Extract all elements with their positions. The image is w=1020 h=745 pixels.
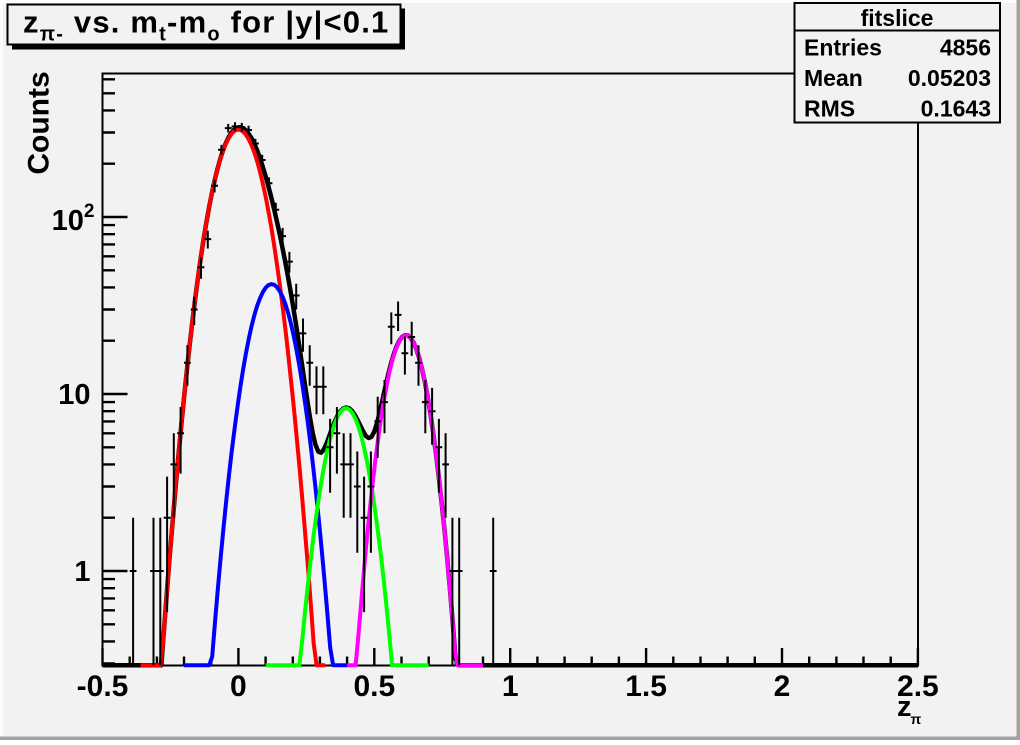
svg-text:Counts: Counts [23,71,56,174]
svg-text:Entries: Entries [804,35,882,61]
svg-text:zπ- vs. mt-mo for |y|<0.1: zπ- vs. mt-mo for |y|<0.1 [23,5,390,46]
svg-text:2.5: 2.5 [897,670,939,703]
svg-text:0.5: 0.5 [353,670,395,703]
svg-text:Mean: Mean [804,65,863,91]
svg-text:2: 2 [774,670,791,703]
svg-text:0.05203: 0.05203 [908,65,991,91]
svg-text:1: 1 [74,556,90,588]
svg-text:RMS: RMS [804,96,855,122]
svg-text:10: 10 [58,379,90,411]
svg-text:4856: 4856 [940,35,991,61]
svg-text:0: 0 [230,670,247,703]
svg-text:fitslice: fitslice [861,5,934,31]
svg-text:0.1643: 0.1643 [921,96,991,122]
svg-text:1.5: 1.5 [625,670,667,703]
svg-text:1: 1 [502,670,519,703]
svg-text:-0.5: -0.5 [77,670,129,703]
